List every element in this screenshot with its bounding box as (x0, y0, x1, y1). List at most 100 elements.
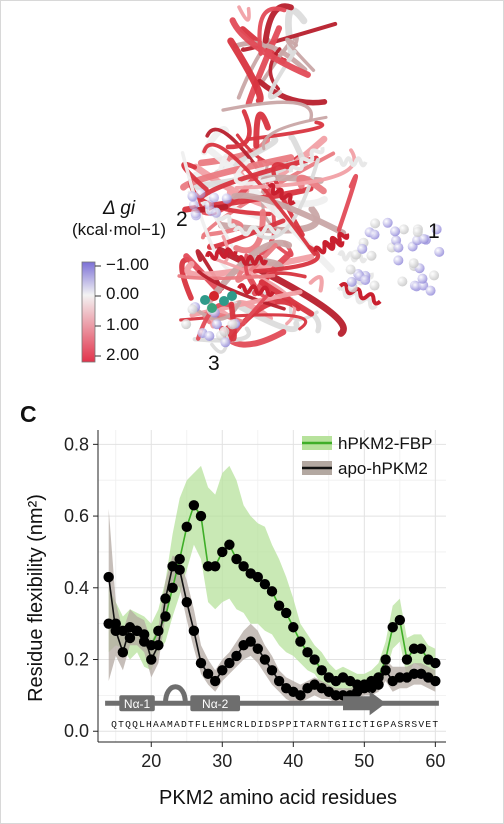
data-point (231, 650, 242, 662)
ribbon-segment (232, 40, 308, 73)
ribbon-segment (256, 78, 328, 106)
atom-sphere (369, 229, 380, 240)
ribbon-segment (221, 100, 314, 122)
ss-helix-label: Nα-1 (124, 697, 151, 711)
atom-sphere (204, 330, 215, 341)
data-point (273, 675, 285, 687)
data-point (309, 654, 320, 665)
atom-sphere (417, 273, 428, 284)
data-point (387, 622, 398, 633)
x-tick-label: 40 (283, 751, 303, 771)
data-point (117, 625, 129, 637)
ribbon-segment (227, 37, 264, 105)
ligand-atom (200, 295, 210, 305)
helix-segment (313, 238, 345, 255)
atom-sphere (211, 207, 222, 218)
site-label-1: 1 (428, 220, 440, 243)
data-point (295, 690, 306, 701)
atom-sphere (412, 227, 423, 238)
ligand-atom (227, 291, 237, 301)
ribbon-segment (234, 148, 357, 190)
legend-label: hPKM2-FBP (338, 434, 432, 453)
x-tick-label: 60 (425, 751, 445, 771)
data-point (266, 586, 278, 597)
colorbar-tick-label: 2.00 (106, 345, 140, 364)
colorbar (81, 261, 96, 363)
ligand-atom (219, 296, 229, 306)
data-point (146, 654, 157, 665)
helix-segment (338, 281, 382, 306)
data-point (281, 607, 292, 619)
data-point (273, 600, 285, 611)
ribbon-segment (180, 154, 295, 191)
atom-sphere (188, 200, 199, 211)
atom-sphere (366, 250, 377, 261)
helix-segment (288, 146, 325, 173)
atom-sphere (408, 258, 419, 269)
atom-sphere (398, 224, 409, 235)
ribbon-segment (308, 274, 324, 293)
data-point (224, 539, 235, 550)
helix-segment (236, 254, 268, 266)
data-point (103, 571, 114, 583)
site-label-2: 2 (176, 208, 188, 231)
protein-structure-image (81, 3, 445, 363)
atom-sphere (187, 191, 198, 202)
data-point (181, 521, 192, 533)
atom-sphere (393, 255, 404, 266)
ligand-atom (209, 291, 219, 301)
panel-label: C (20, 401, 37, 427)
sequence-text: QTQQLHAAMADTFLEHMCRLDIDSPPITARNTGIICTIGP… (111, 719, 438, 730)
ribbon-segment (195, 155, 319, 207)
atom-sphere (390, 226, 401, 237)
data-point (209, 675, 221, 687)
atom-sphere (220, 337, 231, 348)
atom-sphere (357, 243, 368, 254)
data-point (295, 636, 306, 647)
atom-sphere (397, 276, 408, 287)
ribbon-segment (177, 273, 276, 281)
data-point (266, 665, 278, 676)
data-point (252, 643, 263, 654)
colorbar-tick-label: −1.00 (106, 255, 150, 274)
ribbon-segment (216, 246, 347, 337)
ribbon-segment (225, 301, 237, 342)
ss-helix (119, 695, 155, 712)
helix-segment (267, 182, 296, 206)
ribbon-segment (232, 301, 300, 333)
atom-sphere (227, 319, 238, 330)
ribbon-segment (285, 37, 316, 72)
data-point (153, 625, 164, 637)
colorbar-tick-label: 1.00 (106, 315, 140, 334)
atom-sphere (425, 285, 436, 296)
ribbon-segment (237, 5, 251, 22)
helix-segment (334, 155, 368, 168)
data-point (430, 675, 441, 687)
data-point (160, 593, 171, 604)
atom-sphere (181, 319, 192, 330)
x-tick-label: 30 (212, 751, 232, 771)
x-axis-title: PKM2 amino acid residues (159, 787, 397, 809)
data-point (252, 571, 263, 583)
data-point (415, 643, 427, 654)
y-tick-label: 0.6 (64, 506, 89, 526)
colorbar-title-line1: Δ gi (102, 198, 136, 219)
ribbon-segment (202, 142, 317, 257)
atom-sphere (431, 224, 442, 235)
ribbon-segment (336, 173, 358, 233)
data-point (401, 654, 413, 665)
data-point (430, 657, 441, 669)
x-tick-label: 50 (354, 751, 374, 771)
data-point (202, 668, 214, 680)
atom-sphere (191, 210, 202, 221)
ribbon-segment (210, 329, 230, 354)
ribbon-segment (197, 135, 271, 167)
data-point (167, 582, 178, 593)
ribbon-segment (229, 17, 311, 78)
atom-sphere (346, 276, 357, 287)
atom-sphere (345, 264, 356, 275)
ribbon-segment (257, 6, 287, 56)
data-point (160, 611, 171, 622)
data-point (195, 657, 207, 669)
colorbar-title-line2: (kcal·mol−1) (72, 220, 166, 239)
